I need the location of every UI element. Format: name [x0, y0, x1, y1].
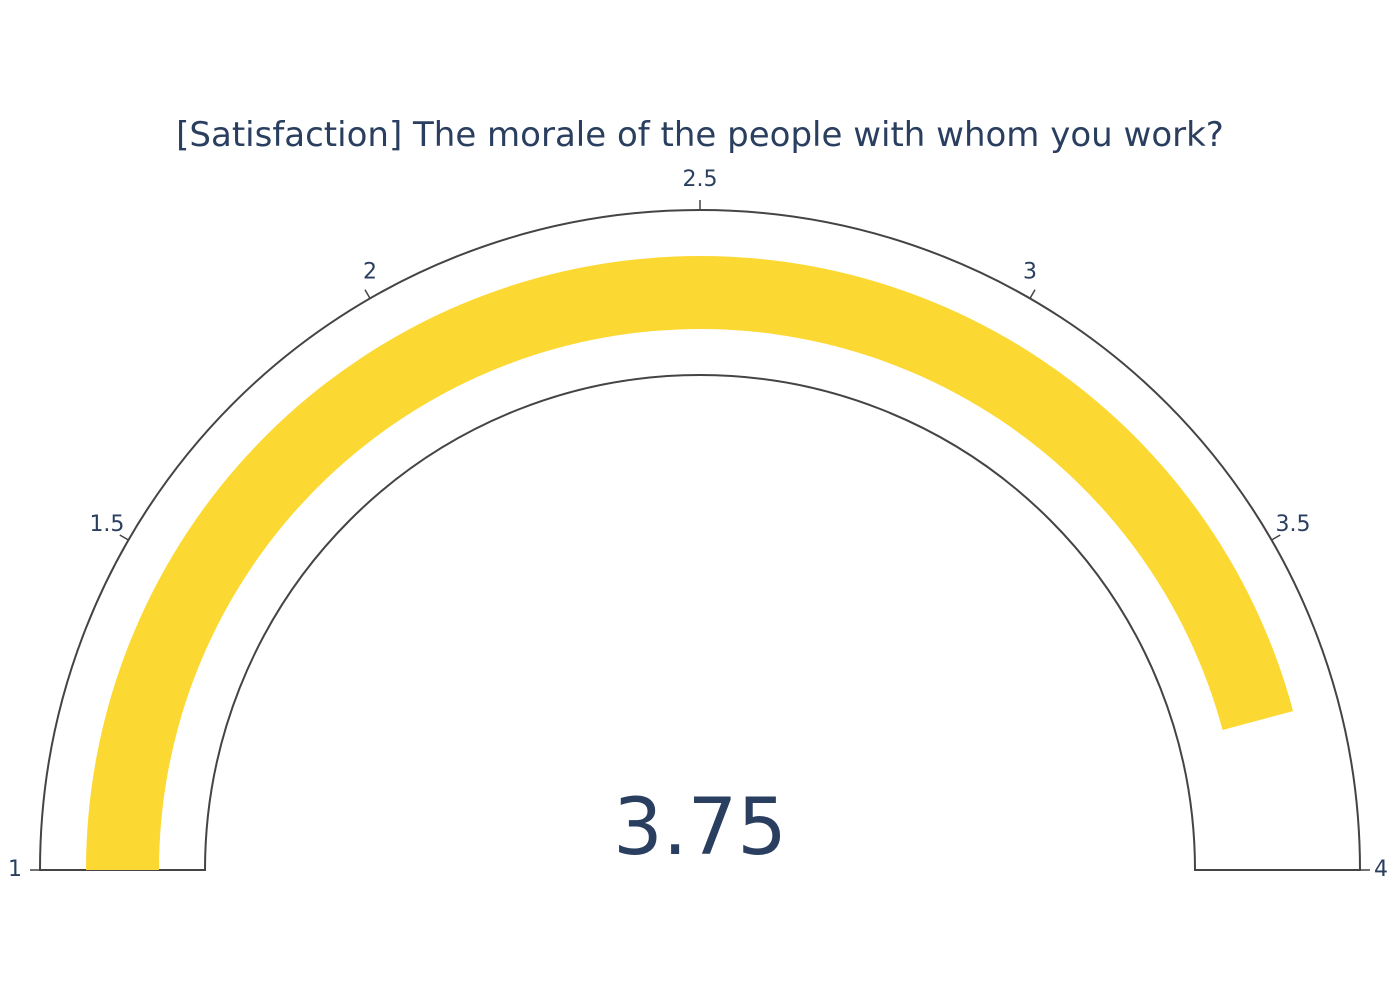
gauge-tick-label: 4 [1374, 857, 1388, 882]
gauge-tick-mark [364, 289, 371, 299]
gauge-tick-label: 3 [1023, 259, 1037, 284]
chart-title: [Satisfaction] The morale of the people … [176, 115, 1224, 155]
gauge-tick-mark [1271, 534, 1281, 541]
gauge-tick-mark [119, 534, 129, 541]
gauge-tick-label: 1 [8, 857, 22, 882]
gauge-tick-mark [1029, 289, 1036, 299]
gauge-value-bar [86, 255, 1294, 871]
gauge-tick-label: 3.5 [1276, 512, 1311, 537]
gauge-band-outline [38, 209, 1362, 871]
gauge-tick-label: 2.5 [683, 167, 718, 192]
gauge-tick-label: 1.5 [89, 512, 124, 537]
gauge-ticks: 1 1.5 2 2.5 3 3.5 4 [8, 167, 1388, 882]
gauge-tick-label: 2 [363, 259, 377, 284]
gauge-value-readout: 3.75 [613, 783, 787, 873]
